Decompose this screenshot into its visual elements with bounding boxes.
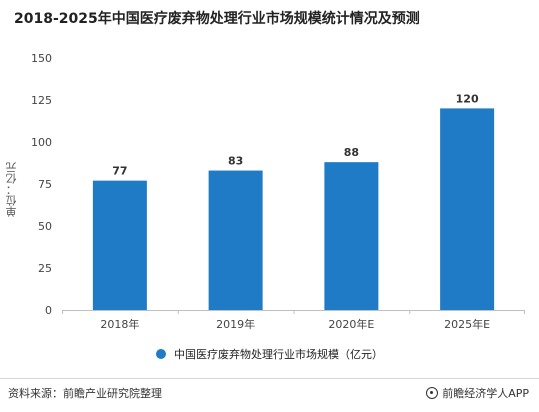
y-tick-label: 100 bbox=[31, 136, 52, 149]
y-axis: 0 25 50 75 100 125 150 bbox=[31, 52, 52, 317]
y-tick-label: 0 bbox=[45, 304, 52, 317]
bar-value-label: 77 bbox=[112, 165, 127, 178]
footer-divider bbox=[0, 378, 539, 379]
y-axis-label: 单位：亿元 bbox=[5, 162, 18, 218]
x-axis: 2018年 2019年 2020年E 2025年E bbox=[62, 310, 525, 331]
y-tick-label: 125 bbox=[31, 94, 52, 107]
brand-logo-icon bbox=[426, 387, 439, 399]
bar-value-label: 120 bbox=[456, 92, 479, 105]
brand-mark: 前瞻经济学人APP bbox=[426, 385, 529, 401]
bar bbox=[92, 180, 147, 310]
bar bbox=[208, 170, 263, 310]
bar bbox=[440, 108, 495, 311]
y-tick-label: 25 bbox=[38, 262, 52, 275]
x-tick-label: 2025年E bbox=[444, 317, 490, 331]
legend-label: 中国医疗废弃物处理行业市场规模（亿元） bbox=[174, 348, 383, 361]
x-tick-label: 2018年 bbox=[100, 317, 139, 331]
source-note: 资料来源：前瞻产业研究院整理 bbox=[8, 387, 162, 400]
legend-swatch bbox=[156, 349, 166, 359]
x-tick-label: 2020年E bbox=[328, 317, 374, 331]
chart-title: 2018-2025年中国医疗废弃物处理行业市场规模统计情况及预测 bbox=[14, 11, 420, 27]
brand-name: 前瞻经济学人APP bbox=[442, 387, 529, 400]
y-tick-label: 50 bbox=[38, 220, 52, 233]
bar-value-label: 83 bbox=[228, 155, 243, 168]
y-tick-label: 150 bbox=[31, 52, 52, 65]
bar bbox=[324, 162, 379, 310]
bars: 77 83 88 120 bbox=[92, 92, 495, 311]
legend: 中国医疗废弃物处理行业市场规模（亿元） bbox=[0, 346, 539, 362]
y-tick-label: 75 bbox=[38, 178, 52, 191]
x-tick-label: 2019年 bbox=[216, 317, 255, 331]
bar-value-label: 88 bbox=[344, 146, 359, 159]
